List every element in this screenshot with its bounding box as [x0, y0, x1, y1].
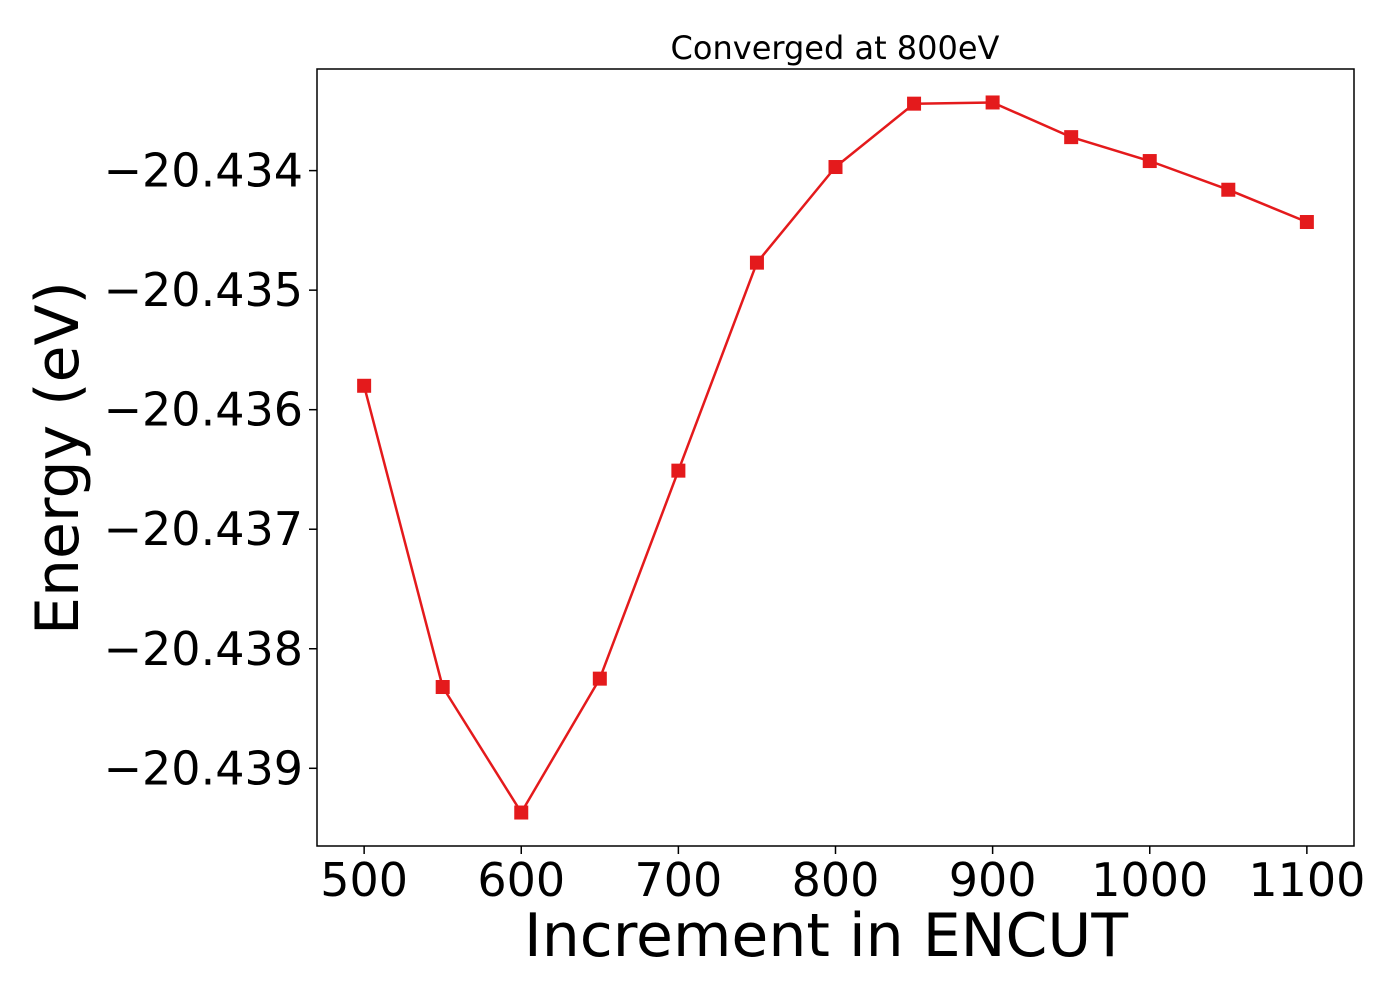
data-point: [671, 463, 686, 478]
x-axis-label: Increment in ENCUT: [524, 901, 1128, 971]
x-tick-label: 700: [634, 853, 722, 907]
x-tick-label: 600: [477, 853, 565, 907]
y-axis: −20.434 −20.435 −20.436 −20.437 −20.438 −20.4…: [104, 144, 317, 795]
data-point: [907, 96, 922, 111]
data-point: [1142, 154, 1157, 169]
plot-area: [357, 95, 1314, 820]
data-point: [985, 95, 1000, 110]
data-point: [435, 680, 450, 695]
x-axis: 500 600 700 800 900 1000 1100: [320, 846, 1365, 907]
y-tick-label: −20.436: [104, 383, 304, 437]
x-tick-label: 1000: [1091, 853, 1208, 907]
data-point: [357, 378, 372, 393]
x-tick-label: 500: [320, 853, 408, 907]
y-tick-label: −20.437: [104, 502, 304, 556]
x-tick-label: 800: [792, 853, 880, 907]
plot-frame: [316, 68, 1355, 847]
chart-title: Converged at 800eV: [671, 29, 1000, 67]
data-point: [1221, 182, 1236, 197]
data-point: [514, 805, 529, 820]
data-point: [828, 160, 843, 175]
data-point: [749, 255, 764, 270]
y-tick-label: −20.439: [104, 741, 304, 795]
y-tick-label: −20.434: [104, 144, 304, 198]
data-point: [1064, 130, 1079, 145]
series-line: [362, 101, 1308, 814]
y-axis-label: Energy (eV): [23, 281, 93, 635]
x-tick-label: 1100: [1248, 853, 1365, 907]
y-tick-label: −20.438: [104, 622, 304, 676]
y-tick-label: −20.435: [104, 263, 304, 317]
data-point: [592, 671, 607, 686]
data-point: [1299, 215, 1314, 230]
x-tick-label: 900: [949, 853, 1037, 907]
